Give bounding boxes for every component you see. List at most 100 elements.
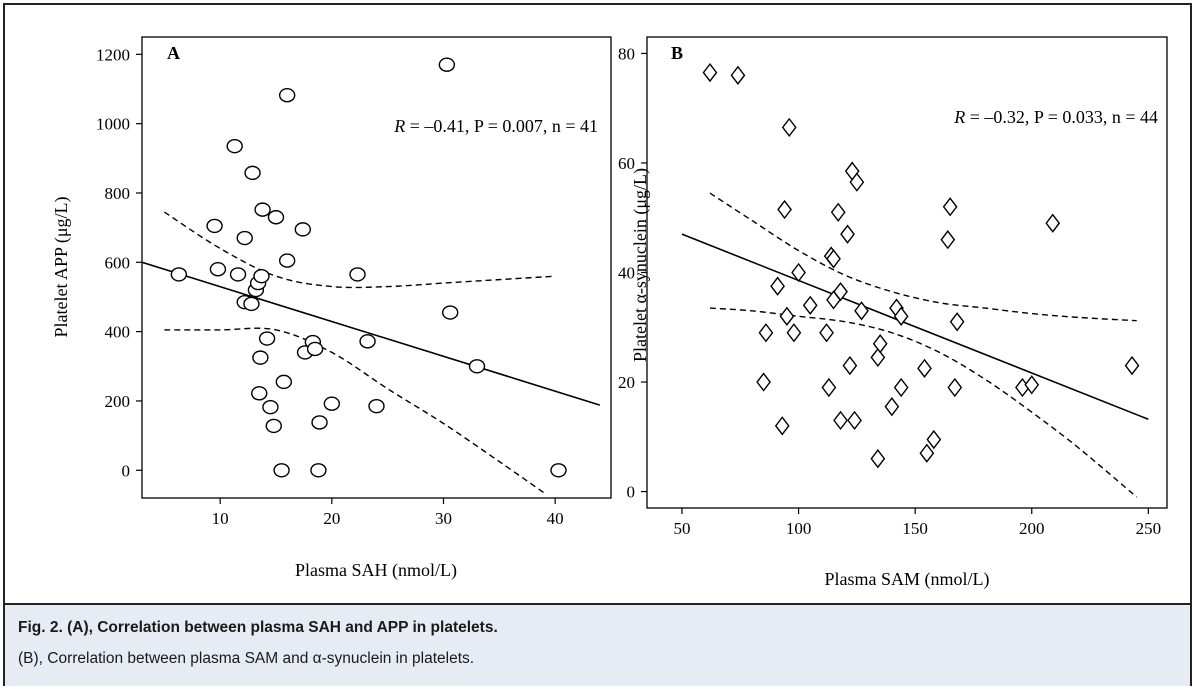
panel-a-data-point <box>278 253 296 268</box>
panel-b-data-point <box>802 295 818 316</box>
panel-a-data-point <box>359 334 376 349</box>
caption-line-1: Fig. 2. (A), Correlation between plasma … <box>18 619 498 637</box>
panel-a-data-point <box>236 230 253 246</box>
panel-b-y-axis-label: Platelet α-synuclein (μg/L) <box>630 168 651 362</box>
panel-b-data-point <box>791 262 806 283</box>
panel-b-data-point <box>872 334 888 354</box>
panel-b-x-tick-label: 100 <box>786 519 812 538</box>
panel-a-data-point <box>251 386 268 401</box>
panel-a-data-point <box>265 418 282 434</box>
panel-b-stats: R = –0.32, P = 0.033, n = 44 <box>953 107 1158 127</box>
panel-a-ci-lower <box>164 327 545 494</box>
panel-b-stats-r: R <box>953 107 965 127</box>
caption-fig-label: Fig. 2. <box>18 619 63 636</box>
panel-a-y-axis-label: Platelet APP (μg/L) <box>51 197 72 338</box>
panel-b-x-axis-label: Plasma SAM (nmol/L) <box>825 569 990 590</box>
panel-b-data-point <box>777 199 792 220</box>
panel-a-data-point <box>253 268 270 284</box>
panel-a-y-tick-label: 1200 <box>96 45 130 64</box>
panel-b-x-tick-label: 150 <box>902 519 928 538</box>
panel-a-label: A <box>167 43 180 63</box>
panel-b-x-tick-label: 200 <box>1019 519 1045 538</box>
panel-b-ci-lower <box>709 307 1138 498</box>
panel-b-data-point <box>1024 375 1040 395</box>
panel-b-data-point <box>940 229 956 250</box>
panel-b-data-point <box>942 197 958 217</box>
caption-line-1-text: (A), Correlation between plasma SAH and … <box>62 619 498 636</box>
panel-a-data-point <box>323 396 341 411</box>
panel-b-data-point <box>917 358 932 378</box>
panel-a-y-tick-label: 200 <box>105 392 131 411</box>
panel-a-data-point <box>550 463 567 478</box>
panel-b-data-point <box>840 224 855 244</box>
panel-a-data-point <box>442 305 459 320</box>
panel-a-data-point <box>306 341 324 357</box>
panel-a-data-point <box>243 296 260 312</box>
panel-a-data-point <box>209 262 227 277</box>
panel-b-stats-values: = –0.32, P = 0.033, n = 44 <box>965 107 1158 127</box>
panel-b-data-point <box>781 117 797 138</box>
panel-a-data-point <box>275 374 293 390</box>
panel-a-plot-area <box>141 36 612 499</box>
panel-a-data-point <box>278 88 296 103</box>
panel-b-y-tick-label: 0 <box>627 483 636 502</box>
panel-b-data-point <box>821 377 837 398</box>
panel-b-data-point <box>1124 355 1140 376</box>
panel-b-data-point <box>786 323 802 343</box>
panel-b-data-point <box>756 372 771 392</box>
panel-a-data-point <box>170 267 188 282</box>
panel-b-y-tick-label: 80 <box>618 44 635 63</box>
panel-a-data-point <box>206 218 223 234</box>
panel-b-data-point <box>870 347 886 368</box>
panel-b-data-point <box>770 276 785 296</box>
panel-a-data-point <box>258 331 276 346</box>
panel-a-data-point <box>262 399 279 415</box>
panel-a-data-layer <box>142 211 601 494</box>
panel-b-data-point <box>926 429 942 450</box>
panel-b-y-tick-label: 60 <box>618 154 635 173</box>
panel-b-data-point <box>893 377 909 398</box>
panel-a-data-point <box>438 57 456 72</box>
panel-b-data-point <box>819 323 834 343</box>
panel-b-data-point <box>774 416 790 436</box>
panel-b-x-tick-label: 50 <box>673 519 690 538</box>
panel-a-x-tick-label: 10 <box>212 509 229 528</box>
panel-a-x-axis-label: Plasma SAH (nmol/L) <box>295 560 457 581</box>
panel-b-data-point <box>833 282 848 302</box>
panel-b: 50 100 150 200 250 0 20 40 60 80 Plasma SAM (nmol/… <box>618 36 1168 590</box>
panel-a-data-point <box>311 415 328 430</box>
panel-b-regression-line <box>681 233 1149 421</box>
panel-b-y-tick-label: 40 <box>618 264 635 283</box>
panel-a-data-point <box>252 350 269 365</box>
panel-a-y-tick-label: 0 <box>122 461 131 480</box>
panel-b-y-tick-label: 20 <box>618 373 635 392</box>
panel-a-x-tick-label: 40 <box>547 509 564 528</box>
panel-b-data-point <box>854 301 869 321</box>
panel-a-data-point <box>226 138 243 154</box>
panel-b-data-point <box>833 410 848 431</box>
panel-b-data-point <box>779 306 795 326</box>
panel-a-data-point <box>254 202 271 217</box>
panel-a-data-point <box>310 463 327 478</box>
panel-b-ci-upper <box>709 192 1137 322</box>
panel-b-data-point <box>730 65 746 85</box>
panel-a-stats: R = –0.41, P = 0.007, n = 41 <box>393 116 598 136</box>
panel-b-data-point <box>919 443 935 463</box>
panel-a-stats-r: R <box>393 116 405 136</box>
panel-b-data-point <box>947 377 963 398</box>
panel-a-y-tick-label: 600 <box>105 253 131 272</box>
panel-a-data-point <box>294 222 311 237</box>
panel-b-label: B <box>671 43 683 63</box>
caption-line-2: (B), Correlation between plasma SAM and … <box>18 650 475 667</box>
panel-a-data-point <box>273 463 290 478</box>
panel-a-data-point <box>468 359 486 374</box>
figure-frame: 10 20 30 40 0 200 400 600 800 1000 1200 Plasma SAH … <box>3 3 1192 686</box>
panel-a-data-point <box>244 165 261 181</box>
panel-b-data-point <box>884 397 900 417</box>
panel-b-data-point <box>847 410 862 431</box>
panel-a-y-tick-label: 1000 <box>96 115 130 134</box>
panel-b-data-layer <box>681 192 1149 498</box>
panel-b-data-point <box>702 62 718 83</box>
